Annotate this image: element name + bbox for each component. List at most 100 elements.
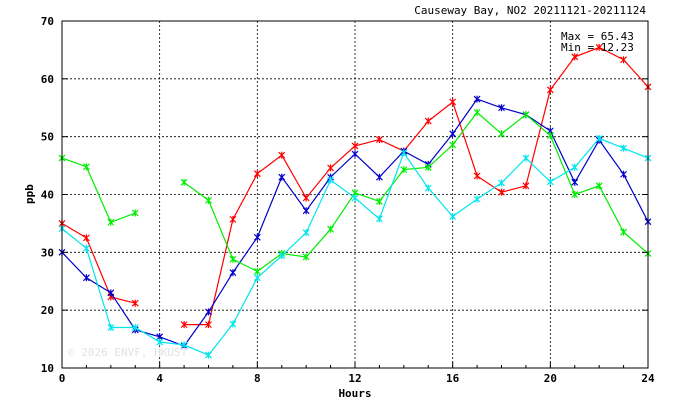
y-tick-label: 40 xyxy=(41,189,54,202)
data-point xyxy=(595,182,603,190)
data-point xyxy=(571,191,579,198)
data-point xyxy=(180,178,188,186)
x-tick-label: 20 xyxy=(544,372,557,385)
chart-title: Causeway Bay, NO2 20211121-20211124 xyxy=(414,4,646,17)
data-point xyxy=(620,170,628,178)
data-point xyxy=(82,234,90,242)
data-point xyxy=(180,321,188,329)
data-point xyxy=(253,267,261,275)
data-point xyxy=(375,197,383,205)
x-tick-label: 8 xyxy=(254,372,261,385)
data-point xyxy=(82,163,90,171)
data-point xyxy=(620,228,628,236)
y-axis-label: ppb xyxy=(23,184,36,204)
data-point xyxy=(302,207,310,215)
data-point xyxy=(522,111,530,119)
data-point xyxy=(620,56,628,64)
data-point xyxy=(498,104,505,112)
x-tick-label: 24 xyxy=(641,372,655,385)
series-2 xyxy=(58,108,652,275)
data-point xyxy=(253,170,261,178)
series-line xyxy=(61,222,136,304)
data-point xyxy=(131,209,139,217)
data-point xyxy=(327,164,335,172)
data-point xyxy=(498,130,505,138)
data-point xyxy=(229,215,237,223)
data-point xyxy=(473,195,481,203)
data-point xyxy=(449,212,457,220)
data-point xyxy=(205,308,212,316)
data-point xyxy=(205,351,212,359)
data-point xyxy=(546,132,554,140)
data-point xyxy=(595,134,603,142)
data-point xyxy=(131,324,139,332)
data-point xyxy=(449,141,457,149)
data-point xyxy=(375,215,383,223)
series-line xyxy=(183,111,649,273)
data-point xyxy=(498,179,505,187)
x-tick-label: 16 xyxy=(446,372,460,385)
y-tick-label: 50 xyxy=(41,131,54,144)
data-point xyxy=(205,196,212,204)
x-tick-label: 4 xyxy=(156,372,163,385)
data-point xyxy=(595,43,603,51)
axis-ticks: 0 4 8 12 16 20 24 10 20 30 40 50 60 70 xyxy=(41,15,655,385)
min-annotation: Min = 12.23 xyxy=(561,41,634,54)
data-point xyxy=(571,53,579,61)
data-point xyxy=(498,188,505,196)
data-point xyxy=(278,151,286,159)
data-point xyxy=(82,244,90,252)
data-point xyxy=(253,233,261,241)
data-point xyxy=(400,166,408,174)
data-point xyxy=(351,142,359,150)
data-point xyxy=(278,252,286,260)
data-point xyxy=(571,178,579,186)
data-point xyxy=(205,321,212,329)
data-point xyxy=(424,163,432,171)
series-line xyxy=(61,157,136,224)
data-point xyxy=(424,184,432,192)
data-point xyxy=(229,255,237,263)
y-tick-label: 30 xyxy=(41,246,54,259)
data-point xyxy=(351,150,359,158)
data-point xyxy=(449,98,457,106)
x-tick-label: 0 xyxy=(59,372,66,385)
data-point xyxy=(546,86,554,94)
data-point xyxy=(131,299,139,307)
series-line xyxy=(184,46,649,326)
data-point xyxy=(375,136,383,144)
data-point xyxy=(400,149,408,157)
data-point xyxy=(82,274,90,282)
data-point xyxy=(424,117,432,125)
data-point xyxy=(229,320,237,328)
data-point xyxy=(375,173,383,181)
data-point xyxy=(107,324,115,332)
data-point xyxy=(180,341,188,349)
data-point xyxy=(449,130,457,138)
data-point xyxy=(327,225,335,233)
data-point xyxy=(156,338,164,346)
max-annotation: Max = 65.43 xyxy=(561,30,634,43)
data-point xyxy=(473,95,481,103)
data-point xyxy=(522,154,530,162)
x-tick-label: 12 xyxy=(348,372,361,385)
data-point xyxy=(229,269,237,277)
data-point xyxy=(571,163,579,171)
data-point xyxy=(107,289,115,297)
data-point xyxy=(351,194,359,202)
data-point xyxy=(546,178,554,186)
data-point xyxy=(473,108,481,116)
y-tick-label: 60 xyxy=(41,73,54,86)
data-point xyxy=(302,194,310,202)
data-point xyxy=(302,253,310,261)
data-point xyxy=(473,172,481,180)
y-tick-label: 10 xyxy=(41,362,54,375)
data-point xyxy=(107,218,115,226)
data-point xyxy=(278,173,286,181)
data-point xyxy=(620,144,628,152)
data-point xyxy=(327,176,335,184)
x-axis-label: Hours xyxy=(338,387,371,400)
series-3 xyxy=(58,134,652,359)
watermark: © 2026 ENVF, HKUST xyxy=(68,346,188,359)
